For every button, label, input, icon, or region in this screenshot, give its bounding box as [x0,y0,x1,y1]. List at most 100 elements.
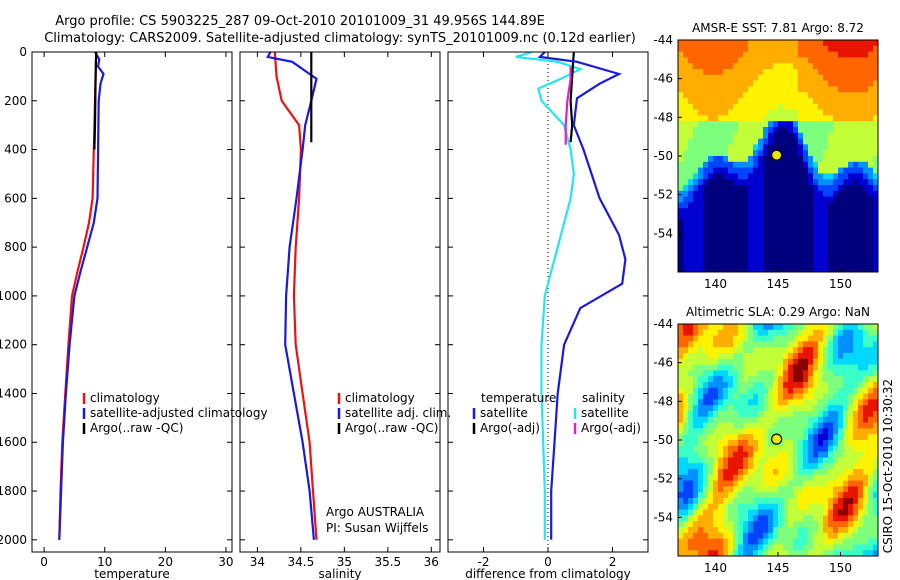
map-cell [748,416,754,423]
map-cell [683,515,689,522]
map-cell [803,150,809,157]
map-cell [823,440,829,447]
map-cell [733,92,739,99]
map-cell [763,376,769,383]
map-cell [738,260,744,267]
map-cell [743,480,749,487]
map-cell [863,509,869,516]
map-cell [738,225,744,232]
map-cell [688,51,694,58]
map-cell [753,202,759,209]
map-cell [693,440,699,447]
map-cell [748,422,754,429]
map-cell [843,451,849,458]
map-cell [808,335,814,342]
map-cell [828,364,834,371]
map-cell [873,132,879,139]
map-cell [813,69,819,76]
map-cell [718,86,724,93]
map-cell [753,382,759,389]
map-cell [743,173,749,180]
map-cell [828,109,834,116]
map-cell [703,69,709,76]
map-cell [723,161,729,168]
map-cell [783,167,789,174]
map-cell [763,469,769,476]
map-cell [868,469,874,476]
map-cell [688,103,694,110]
map-cell [743,463,749,470]
map-cell [753,179,759,186]
map-cell [683,463,689,470]
map-cell [773,127,779,134]
map-cell [803,260,809,267]
map-cell [788,509,794,516]
map-cell [818,45,824,52]
map-cell [783,138,789,145]
map-cell [743,503,749,510]
map-cell [858,208,864,215]
map-cell [798,469,804,476]
map-cell [708,353,714,360]
map-cell [828,509,834,516]
map-cell [713,416,719,423]
map-cell [828,190,834,197]
map-cell [688,538,694,545]
map-cell [768,45,774,52]
map-cell [778,109,784,116]
map-cell [773,399,779,406]
map-cell [853,474,859,481]
map-cell [868,521,874,528]
map-cell [873,457,879,464]
map-cell [748,243,754,250]
map-cell [838,63,844,70]
map-cell [813,167,819,174]
map-cell [873,515,879,522]
map-cell [823,411,829,418]
map-cell [718,92,724,99]
map-cell [743,527,749,534]
map-cell [723,69,729,76]
map-cell [863,132,869,139]
map-cell [798,150,804,157]
map-cell [863,544,869,551]
map-cell [713,503,719,510]
map-cell [693,190,699,197]
map-cell [688,382,694,389]
map-cell [738,86,744,93]
argo-location-marker [771,149,783,161]
map-cell [753,185,759,192]
map-cell [708,503,714,510]
map-cell [798,463,804,470]
map-cell [803,266,809,273]
map-cell [738,150,744,157]
map-cell [778,132,784,139]
map-cell [748,248,754,255]
map-cell [753,231,759,238]
map-cell [773,376,779,383]
map-cell [828,515,834,522]
map-cell [813,225,819,232]
map-cell [793,231,799,238]
map-cell [728,40,734,47]
map-cell [683,225,689,232]
map-cell [743,132,749,139]
map-cell [758,243,764,250]
map-cell [793,92,799,99]
map-cell [863,63,869,70]
map-cell [838,411,844,418]
map-cell [798,138,804,145]
map-cell [783,196,789,203]
map-cell [818,243,824,250]
map-cell [863,190,869,197]
map-cell [853,98,859,105]
map-cell [868,127,874,134]
map-cell [743,445,749,452]
map-cell [768,167,774,174]
map-cell [678,260,684,267]
map-cell [688,57,694,64]
map-cell [758,544,764,551]
map-cell [683,532,689,539]
map-cell [818,463,824,470]
map-cell [858,121,864,128]
